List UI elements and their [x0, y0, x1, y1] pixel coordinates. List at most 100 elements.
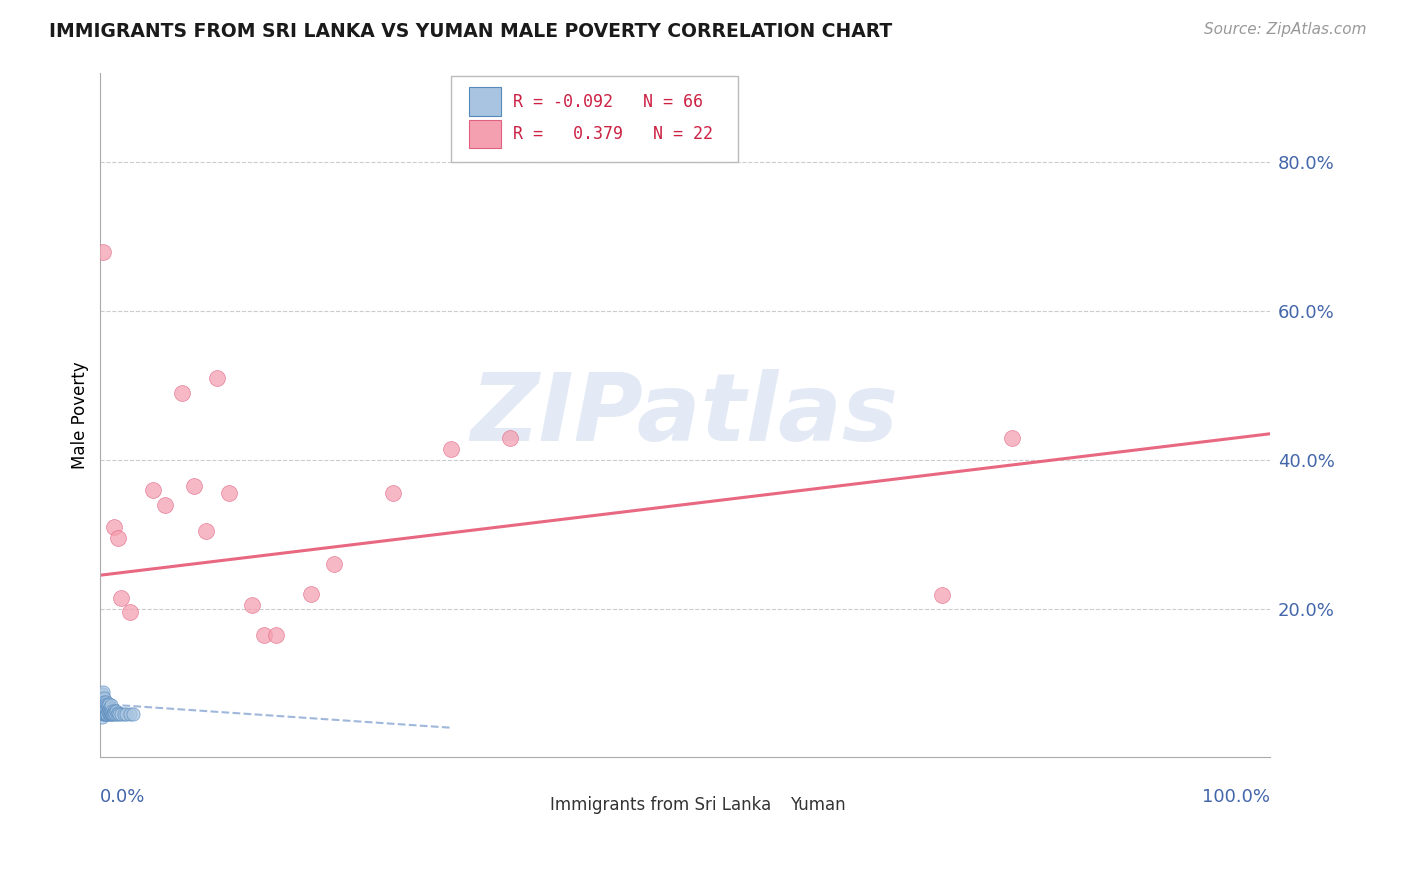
- Point: [97, 704, 120, 718]
- Point: [142, 483, 165, 497]
- Point: [112, 707, 135, 722]
- Point: [323, 557, 346, 571]
- Point: [91, 704, 114, 718]
- Point: [264, 628, 287, 642]
- Text: 100.0%: 100.0%: [1202, 789, 1270, 806]
- Point: [98, 704, 121, 718]
- Point: [91, 697, 114, 711]
- Y-axis label: Male Poverty: Male Poverty: [72, 361, 89, 469]
- Point: [122, 707, 145, 722]
- Point: [498, 431, 520, 445]
- Point: [240, 598, 263, 612]
- Point: [104, 707, 127, 722]
- Point: [103, 704, 125, 718]
- Point: [153, 498, 176, 512]
- Point: [98, 706, 121, 720]
- Point: [98, 697, 121, 711]
- Point: [93, 690, 115, 705]
- Point: [101, 706, 124, 720]
- Point: [96, 702, 118, 716]
- Point: [94, 698, 117, 713]
- Point: [100, 702, 122, 716]
- Point: [90, 690, 112, 705]
- Point: [253, 628, 276, 642]
- Point: [108, 707, 131, 722]
- FancyBboxPatch shape: [468, 87, 502, 116]
- Point: [94, 695, 117, 709]
- Point: [110, 591, 132, 605]
- Text: ZIPatlas: ZIPatlas: [471, 369, 898, 461]
- Point: [96, 707, 118, 722]
- Point: [381, 486, 404, 500]
- Point: [115, 707, 138, 722]
- Point: [93, 699, 115, 714]
- Point: [103, 520, 125, 534]
- Point: [96, 706, 118, 720]
- Point: [100, 707, 122, 722]
- FancyBboxPatch shape: [468, 120, 502, 148]
- Point: [94, 707, 117, 722]
- Point: [91, 707, 114, 722]
- Point: [104, 704, 127, 718]
- Point: [90, 706, 112, 720]
- Point: [299, 587, 322, 601]
- Point: [91, 702, 114, 716]
- Point: [100, 698, 122, 713]
- Point: [93, 707, 115, 722]
- Point: [93, 697, 115, 711]
- Point: [97, 702, 120, 716]
- Point: [440, 442, 463, 456]
- Point: [931, 588, 953, 602]
- Point: [90, 702, 112, 716]
- FancyBboxPatch shape: [516, 795, 541, 815]
- Point: [91, 692, 114, 706]
- Point: [218, 486, 240, 500]
- Point: [93, 706, 115, 720]
- Point: [105, 707, 128, 722]
- Point: [118, 606, 141, 620]
- Point: [90, 695, 112, 709]
- Text: IMMIGRANTS FROM SRI LANKA VS YUMAN MALE POVERTY CORRELATION CHART: IMMIGRANTS FROM SRI LANKA VS YUMAN MALE …: [49, 22, 893, 41]
- Point: [110, 707, 132, 722]
- Point: [103, 706, 125, 720]
- Point: [94, 702, 117, 716]
- Point: [194, 524, 217, 538]
- Point: [1001, 431, 1024, 445]
- Text: R = -0.092   N = 66: R = -0.092 N = 66: [513, 93, 703, 111]
- Point: [172, 385, 194, 400]
- Point: [91, 706, 114, 720]
- Point: [98, 707, 121, 722]
- Text: R =   0.379   N = 22: R = 0.379 N = 22: [513, 125, 713, 143]
- Point: [97, 698, 120, 713]
- Point: [107, 531, 129, 545]
- Point: [100, 706, 122, 720]
- Point: [103, 707, 125, 722]
- Point: [96, 707, 118, 722]
- Point: [91, 695, 114, 709]
- Point: [183, 479, 205, 493]
- Text: Source: ZipAtlas.com: Source: ZipAtlas.com: [1204, 22, 1367, 37]
- Point: [207, 371, 229, 385]
- Point: [94, 704, 117, 718]
- Point: [94, 697, 117, 711]
- Point: [101, 704, 124, 718]
- Point: [98, 699, 121, 714]
- Point: [97, 699, 120, 714]
- Point: [90, 709, 112, 723]
- FancyBboxPatch shape: [755, 795, 780, 815]
- Point: [107, 706, 129, 720]
- Text: 0.0%: 0.0%: [100, 789, 146, 806]
- Point: [96, 697, 118, 711]
- Point: [97, 707, 120, 722]
- Point: [118, 707, 141, 722]
- Point: [93, 702, 115, 716]
- Point: [91, 244, 114, 259]
- Point: [101, 707, 124, 722]
- Point: [91, 698, 114, 713]
- Point: [94, 704, 117, 718]
- Point: [96, 698, 118, 713]
- Point: [93, 695, 115, 709]
- Point: [94, 706, 117, 720]
- Text: Yuman: Yuman: [790, 797, 846, 814]
- FancyBboxPatch shape: [451, 77, 738, 162]
